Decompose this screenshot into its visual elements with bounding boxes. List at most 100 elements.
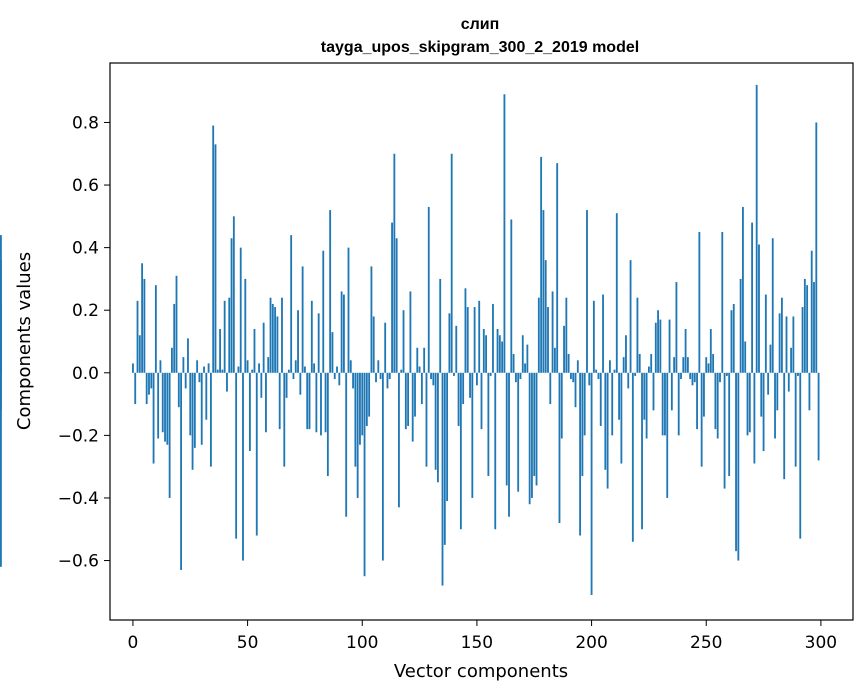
bar <box>751 222 754 373</box>
bar <box>615 213 618 373</box>
bar <box>331 332 334 373</box>
bar <box>595 369 598 373</box>
bar <box>576 360 579 373</box>
bar <box>478 300 481 373</box>
bar <box>686 357 689 373</box>
bar <box>696 372 698 430</box>
bar <box>301 266 304 373</box>
bar <box>473 307 476 373</box>
bar <box>292 372 295 380</box>
bar <box>320 372 322 436</box>
bar <box>496 328 499 373</box>
bar <box>547 307 549 373</box>
bar <box>310 300 313 373</box>
bar <box>441 372 444 586</box>
bar <box>336 366 338 373</box>
bar <box>489 372 492 376</box>
bar <box>592 300 595 373</box>
bar <box>510 219 513 373</box>
y-tick-label: 0.8 <box>72 113 99 133</box>
bar <box>693 372 696 383</box>
bar <box>299 372 302 395</box>
bar <box>758 244 760 373</box>
bar <box>175 275 178 373</box>
bar <box>517 372 520 492</box>
bar <box>347 247 350 373</box>
bar <box>182 357 185 373</box>
bar <box>583 372 586 436</box>
bar <box>746 372 749 436</box>
bar <box>400 369 403 373</box>
bar <box>226 372 228 392</box>
bar <box>762 372 765 452</box>
bar <box>606 372 609 489</box>
bar <box>521 335 524 373</box>
bar <box>565 297 568 373</box>
chart-subtitle: tayga_upos_skipgram_300_2_2019 model <box>321 39 639 56</box>
bar <box>414 372 416 417</box>
bar <box>501 341 504 373</box>
bar <box>265 372 267 433</box>
bar <box>258 363 260 373</box>
bar <box>709 328 712 373</box>
bar <box>443 372 446 545</box>
bar <box>641 372 643 530</box>
bar <box>698 231 701 373</box>
bar <box>629 260 632 373</box>
bar <box>189 372 192 436</box>
bar <box>563 325 565 373</box>
bar <box>792 316 795 373</box>
bar <box>145 372 148 405</box>
bar <box>638 354 641 373</box>
y-tick-label: −0.4 <box>58 489 99 509</box>
y-tick-label: −0.2 <box>58 426 99 446</box>
bar <box>661 372 664 436</box>
bar <box>494 372 497 530</box>
bar <box>455 325 458 373</box>
bar <box>803 278 806 373</box>
bar <box>535 372 538 486</box>
bar <box>237 366 240 373</box>
bar <box>735 372 737 552</box>
bar <box>381 372 384 561</box>
bar <box>790 347 792 373</box>
bar <box>260 372 263 398</box>
bar <box>815 122 818 373</box>
bar <box>528 372 531 505</box>
bar <box>388 372 391 380</box>
bar <box>450 153 453 373</box>
bar <box>356 372 359 498</box>
bar <box>315 372 318 433</box>
bar <box>255 372 258 536</box>
bar <box>503 94 506 373</box>
bar <box>384 322 387 373</box>
bar <box>462 372 465 405</box>
bar <box>278 372 281 430</box>
bar <box>618 372 621 420</box>
x-tick-label: 150 <box>461 633 493 653</box>
bar <box>235 372 238 539</box>
bar <box>161 372 164 433</box>
chart-title: слип <box>461 16 500 33</box>
bar <box>290 235 293 373</box>
bar <box>193 372 196 448</box>
bar <box>783 372 786 480</box>
y-axis-title: Components values <box>14 252 35 430</box>
bar <box>799 372 802 539</box>
bar <box>675 282 678 373</box>
bar <box>365 372 368 426</box>
x-axis-ticks: 0 50 100 150 200 250 300 <box>128 620 837 653</box>
bar <box>407 372 410 426</box>
bar <box>787 372 790 392</box>
bar <box>363 372 366 577</box>
bar <box>271 303 274 373</box>
bar <box>306 372 309 430</box>
bar <box>682 357 685 373</box>
bar <box>625 335 627 373</box>
bar <box>813 282 815 373</box>
bar <box>0 303 2 373</box>
bar <box>684 328 687 373</box>
x-tick-label: 200 <box>575 633 607 653</box>
bar <box>716 372 719 439</box>
